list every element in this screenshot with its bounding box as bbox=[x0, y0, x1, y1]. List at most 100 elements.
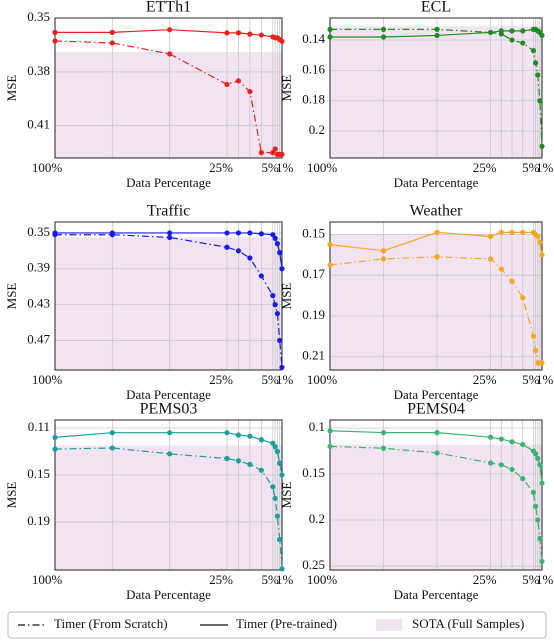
point bbox=[520, 476, 526, 482]
plot-frame bbox=[329, 419, 543, 571]
panel-title: PEMS03 bbox=[140, 401, 198, 418]
point bbox=[272, 444, 278, 450]
plot-frame bbox=[329, 17, 543, 159]
point bbox=[539, 360, 545, 366]
point bbox=[235, 432, 242, 438]
point bbox=[277, 250, 283, 256]
x-tick-label: 1% bbox=[276, 160, 294, 175]
y-tick-label: 0.15 bbox=[302, 225, 325, 240]
point bbox=[272, 235, 278, 241]
point bbox=[258, 32, 264, 38]
x-tick-label: 5% bbox=[261, 572, 279, 587]
y-tick-label: 0.11 bbox=[28, 419, 50, 434]
x-tick-label: 25% bbox=[473, 160, 497, 175]
point bbox=[498, 266, 504, 272]
point bbox=[279, 266, 285, 272]
point bbox=[532, 503, 539, 509]
point bbox=[539, 558, 545, 565]
point bbox=[539, 480, 545, 486]
series-line bbox=[55, 234, 283, 368]
point bbox=[277, 460, 283, 466]
point bbox=[488, 256, 494, 262]
plot-frame bbox=[54, 419, 283, 571]
x-tick-label: 1% bbox=[276, 372, 294, 387]
point bbox=[272, 302, 278, 308]
point bbox=[520, 40, 526, 46]
y-tick-label: 0.21 bbox=[302, 348, 325, 363]
panel: 0.35 0.39 0.43 0.47 100% 25% 5%1% Data Percenta… bbox=[4, 203, 294, 402]
point bbox=[535, 72, 541, 78]
x-tick-label: 5% bbox=[522, 160, 540, 175]
x-tick-label: 100% bbox=[307, 160, 338, 175]
point bbox=[270, 484, 276, 490]
sota-band bbox=[330, 444, 542, 570]
sota-band bbox=[55, 52, 282, 158]
point bbox=[235, 458, 242, 464]
point bbox=[167, 451, 173, 457]
point bbox=[509, 229, 515, 235]
point bbox=[167, 230, 173, 236]
panel-title: ECL bbox=[421, 0, 451, 16]
point bbox=[277, 536, 283, 543]
y-tick-label: 0.2 bbox=[309, 511, 325, 526]
legend-label: Timer (Pre-trained) bbox=[236, 616, 337, 631]
point bbox=[532, 451, 539, 457]
point bbox=[235, 230, 242, 236]
x-axis-label: Data Percentage bbox=[126, 387, 211, 402]
point bbox=[247, 255, 253, 261]
point bbox=[224, 244, 230, 250]
y-tick-label: 0.15 bbox=[27, 466, 50, 481]
y-axis-label: MSE bbox=[4, 75, 19, 102]
plot-frame bbox=[54, 221, 283, 371]
point bbox=[509, 278, 515, 284]
point bbox=[277, 337, 283, 344]
point bbox=[434, 229, 440, 235]
sota-band bbox=[55, 445, 282, 570]
point bbox=[535, 517, 541, 523]
point bbox=[380, 248, 387, 254]
point bbox=[247, 230, 253, 236]
point bbox=[247, 31, 253, 37]
point bbox=[270, 293, 276, 299]
y-tick-label: 0.47 bbox=[27, 331, 50, 346]
point bbox=[380, 256, 387, 262]
point bbox=[224, 81, 230, 88]
point bbox=[224, 430, 230, 436]
sota-band bbox=[330, 26, 542, 158]
point bbox=[274, 513, 281, 519]
point bbox=[498, 462, 504, 468]
series-line bbox=[54, 447, 283, 569]
y-tick-label: 0.19 bbox=[302, 307, 325, 322]
point bbox=[274, 448, 281, 455]
point bbox=[272, 495, 278, 502]
point bbox=[109, 230, 115, 236]
point bbox=[258, 150, 264, 156]
point bbox=[498, 28, 504, 34]
point bbox=[258, 273, 264, 279]
y-tick-label: 0.35 bbox=[27, 9, 50, 24]
y-tick-label: 0.38 bbox=[27, 63, 50, 78]
x-tick-label: 25% bbox=[473, 372, 497, 387]
x-axis-label: Data Percentage bbox=[394, 175, 479, 190]
point bbox=[434, 430, 440, 436]
point bbox=[537, 98, 543, 104]
point bbox=[509, 37, 515, 43]
point bbox=[235, 30, 242, 36]
point bbox=[434, 450, 440, 456]
x-tick-label: 25% bbox=[473, 572, 497, 587]
point bbox=[272, 146, 278, 152]
y-tick-label: 0.19 bbox=[27, 513, 50, 528]
point bbox=[488, 434, 494, 440]
point bbox=[532, 60, 539, 66]
x-axis-label: Data Percentage bbox=[394, 587, 479, 602]
x-tick-label: 100% bbox=[32, 372, 63, 387]
point bbox=[327, 443, 333, 450]
point bbox=[167, 234, 173, 241]
point bbox=[235, 78, 242, 84]
point bbox=[52, 446, 58, 452]
point bbox=[167, 51, 173, 57]
panel-title: ETTh1 bbox=[146, 0, 191, 16]
y-tick-label: 0.14 bbox=[302, 31, 325, 46]
point bbox=[327, 428, 333, 434]
